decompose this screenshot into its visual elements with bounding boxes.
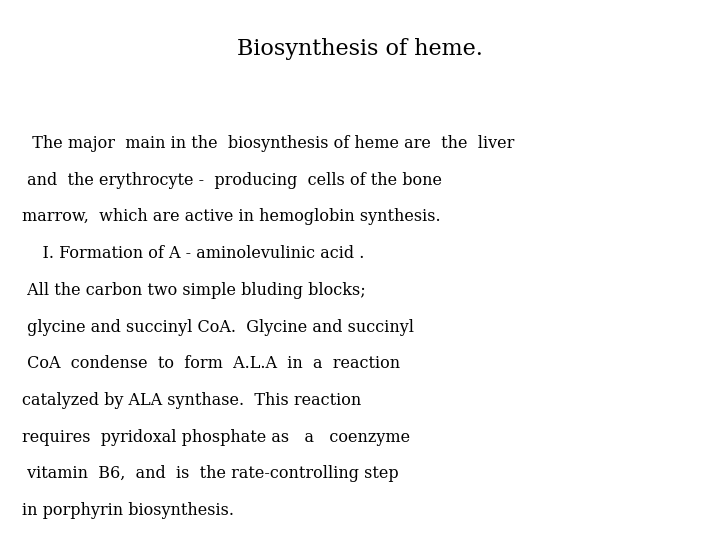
Text: requires  pyridoxal phosphate as   a   coenzyme: requires pyridoxal phosphate as a coenzy… <box>22 429 410 446</box>
Text: I. Formation of A - aminolevulinic acid .: I. Formation of A - aminolevulinic acid … <box>22 245 364 262</box>
Text: All the carbon two simple bluding blocks;: All the carbon two simple bluding blocks… <box>22 282 365 299</box>
Text: marrow,  which are active in hemoglobin synthesis.: marrow, which are active in hemoglobin s… <box>22 208 440 225</box>
Text: The major  main in the  biosynthesis of heme are  the  liver: The major main in the biosynthesis of he… <box>22 135 514 152</box>
Text: Biosynthesis of heme.: Biosynthesis of heme. <box>237 38 483 60</box>
Text: CoA  condense  to  form  A.L.A  in  a  reaction: CoA condense to form A.L.A in a reaction <box>22 355 400 372</box>
Text: vitamin  B6,  and  is  the rate-controlling step: vitamin B6, and is the rate-controlling … <box>22 465 398 482</box>
Text: glycine and succinyl CoA.  Glycine and succinyl: glycine and succinyl CoA. Glycine and su… <box>22 319 413 335</box>
Text: in porphyrin biosynthesis.: in porphyrin biosynthesis. <box>22 502 233 519</box>
Text: catalyzed by ALA synthase.  This reaction: catalyzed by ALA synthase. This reaction <box>22 392 361 409</box>
Text: and  the erythrocyte -  producing  cells of the bone: and the erythrocyte - producing cells of… <box>22 172 441 188</box>
